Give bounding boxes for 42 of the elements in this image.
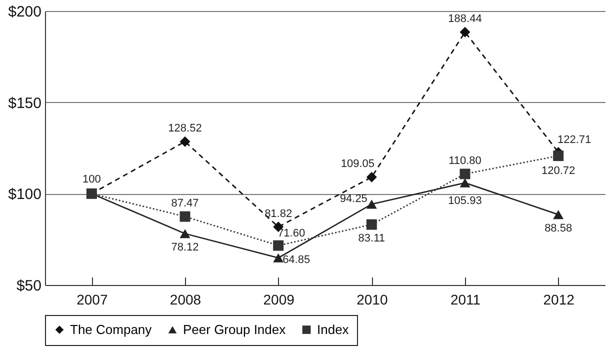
point	[366, 200, 377, 209]
legend-label: Peer Group Index	[183, 322, 286, 337]
point	[366, 172, 377, 182]
x-tick-label: 2009	[263, 292, 295, 308]
data-label: 120.72	[542, 164, 576, 177]
point	[180, 229, 190, 238]
x-tick-label: 2012	[543, 292, 575, 308]
data-label: 87.47	[171, 198, 199, 210]
data-label: 88.58	[544, 222, 572, 235]
data-label: 188.44	[448, 13, 482, 26]
y-tick-label: $50	[16, 278, 42, 294]
point	[273, 253, 284, 262]
data-label: 81.82	[264, 208, 292, 220]
y-tick-label: $100	[8, 186, 42, 204]
data-label: 94.25	[340, 193, 368, 206]
data-label: 110.80	[448, 154, 482, 167]
data-label: 105.93	[448, 194, 482, 207]
data-label: 109.05	[340, 158, 374, 170]
point	[460, 168, 470, 180]
legend-label: Index	[317, 322, 350, 337]
x-tick-label: 2007	[76, 292, 108, 308]
point	[180, 136, 190, 147]
legend-label: The Company	[70, 322, 152, 337]
point	[273, 240, 284, 251]
data-label: 128.52	[168, 122, 202, 135]
x-tick-label: 2008	[170, 292, 202, 308]
y-tick-label: $200	[8, 4, 42, 20]
data-label: 122.71	[558, 134, 592, 146]
point	[460, 26, 470, 38]
x-tick-label: 2010	[356, 292, 388, 308]
point	[180, 211, 190, 222]
y-tick-label: $150	[8, 94, 42, 112]
data-label: 83.11	[358, 232, 386, 245]
x-tick-label: 2011	[450, 292, 481, 308]
point	[553, 210, 564, 220]
point	[460, 178, 470, 188]
data-label: 64.85	[282, 254, 310, 266]
data-label: 78.12	[171, 242, 199, 254]
point	[366, 219, 377, 230]
data-label: 71.60	[278, 228, 306, 240]
point	[553, 150, 564, 162]
data-label: 100	[82, 174, 101, 186]
